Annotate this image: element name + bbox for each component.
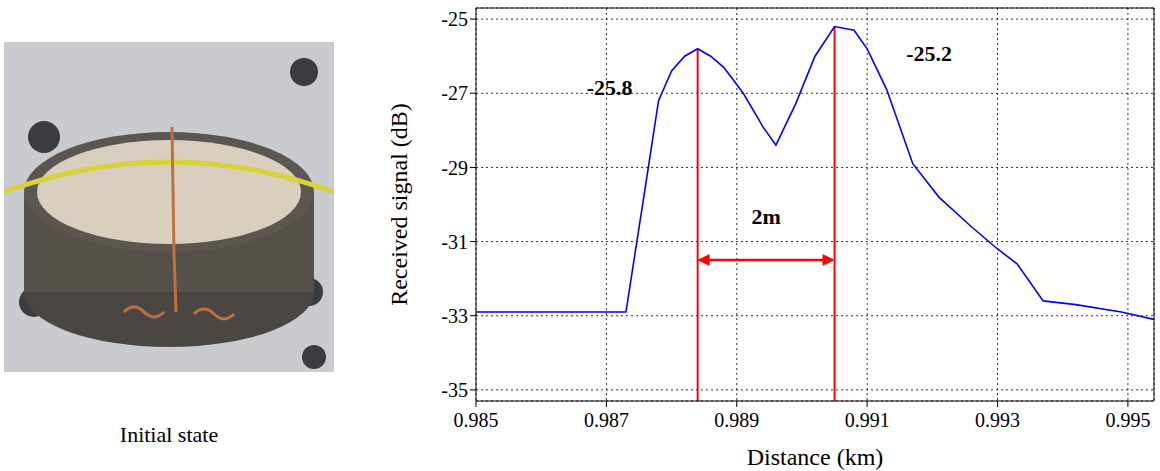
svg-text:-33: -33	[441, 305, 468, 327]
svg-text:2m: 2m	[751, 204, 780, 229]
svg-text:0.985: 0.985	[454, 409, 499, 431]
svg-text:0.991: 0.991	[845, 409, 890, 431]
svg-text:-27: -27	[441, 82, 468, 104]
svg-text:0.989: 0.989	[714, 409, 759, 431]
svg-text:-25: -25	[441, 8, 468, 30]
svg-text:0.987: 0.987	[584, 409, 629, 431]
svg-text:Received signal (dB): Received signal (dB)	[386, 103, 412, 306]
svg-text:-29: -29	[441, 157, 468, 179]
svg-text:0.995: 0.995	[1105, 409, 1150, 431]
svg-text:-25.2: -25.2	[906, 41, 952, 66]
svg-text:0.993: 0.993	[975, 409, 1020, 431]
svg-text:-35: -35	[441, 379, 468, 401]
svg-text:-31: -31	[441, 231, 468, 253]
svg-text:Distance (km): Distance (km)	[747, 444, 884, 470]
svg-text:-25.8: -25.8	[587, 75, 633, 100]
html-text:Initial state: Initial state	[119, 422, 219, 447]
